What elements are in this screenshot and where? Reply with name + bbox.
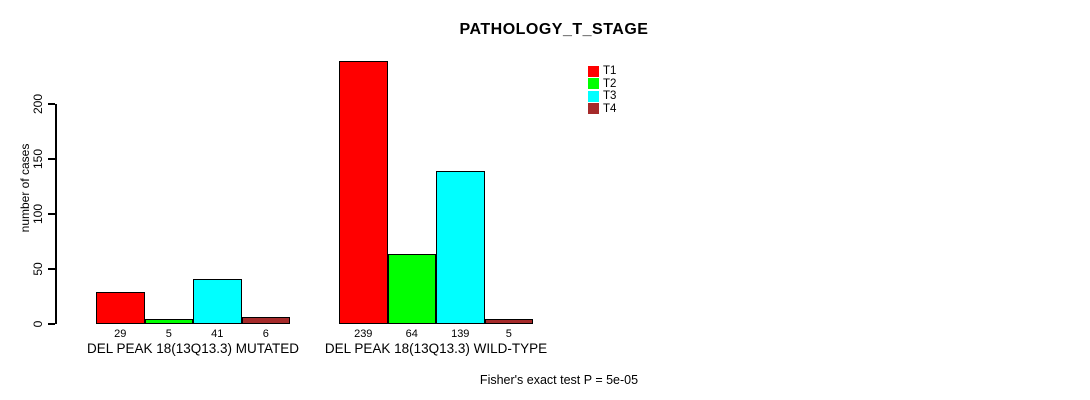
- legend-swatch-t1: [588, 65, 599, 77]
- y-tick-label: 150: [31, 148, 45, 170]
- legend-item-t4: T4: [588, 103, 616, 116]
- y-tick-mark: [48, 268, 55, 270]
- bar-value-label: 5: [165, 328, 172, 340]
- legend-item-t3: T3: [588, 90, 616, 103]
- legend-item-t1: T1: [588, 65, 616, 78]
- legend-label: T2: [603, 77, 617, 90]
- legend-item-t2: T2: [588, 78, 616, 91]
- bar-value-label: 29: [114, 328, 127, 340]
- bar-value-label: 6: [262, 328, 269, 340]
- legend-swatch-t4: [588, 103, 599, 115]
- bar-t4-group2: [484, 318, 533, 324]
- category-label: DEL PEAK 18(13Q13.3) MUTATED: [86, 341, 300, 356]
- legend-swatch-t2: [588, 78, 599, 90]
- y-tick-mark: [48, 213, 55, 215]
- bar-t2-group2: [387, 253, 436, 324]
- bar-value-label: 139: [451, 328, 470, 340]
- chart-title: PATHOLOGY_T_STAGE: [459, 21, 649, 38]
- bar-value-label: 5: [505, 328, 512, 340]
- legend: T1 T2 T3 T4: [588, 65, 616, 115]
- legend-label: T3: [603, 90, 617, 103]
- y-tick-label: 100: [31, 203, 45, 225]
- y-tick-label: 50: [31, 262, 45, 276]
- y-axis-label: number of cases: [18, 143, 32, 233]
- legend-label: T1: [603, 65, 617, 78]
- bar-value-label: 41: [211, 328, 224, 340]
- bar-value-label: 239: [354, 328, 373, 340]
- bar-t3-group2: [436, 171, 485, 324]
- category-label: DEL PEAK 18(13Q13.3) WILD-TYPE: [324, 341, 548, 356]
- bar-t1-group1: [96, 292, 145, 324]
- bar-t4-group1: [241, 317, 290, 324]
- legend-label: T4: [603, 102, 617, 115]
- y-axis-line: [55, 104, 57, 324]
- bar-t3-group1: [193, 278, 242, 324]
- y-tick-label: 200: [31, 93, 45, 115]
- bar-t2-group1: [144, 318, 193, 324]
- legend-swatch-t3: [588, 90, 599, 102]
- footer-annotation: Fisher's exact test P = 5e-05: [479, 373, 639, 387]
- y-tick-label: 0: [31, 320, 45, 328]
- y-tick-mark: [48, 323, 55, 325]
- y-tick-mark: [48, 103, 55, 105]
- y-tick-mark: [48, 158, 55, 160]
- bar-t1-group2: [339, 61, 388, 324]
- bar-value-label: 64: [405, 328, 418, 340]
